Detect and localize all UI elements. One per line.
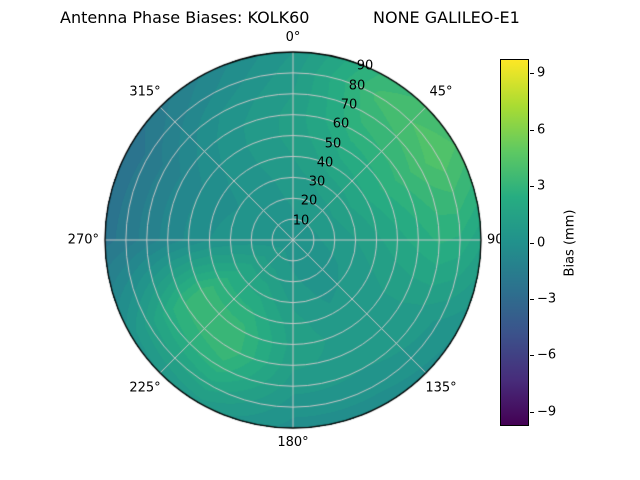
r-tick-label: 10 — [292, 213, 310, 229]
theta-tick-label: 0° — [285, 30, 301, 45]
theta-tick-label: 135° — [425, 380, 457, 396]
theta-tick-label: 90 — [487, 232, 504, 248]
r-tick-label: 20 — [300, 193, 318, 209]
colorbar — [500, 59, 529, 426]
colorbar-tick-label: 3 — [537, 178, 546, 194]
colorbar-tick-label: 0 — [537, 235, 546, 251]
colorbar-tick-label: −3 — [537, 291, 557, 307]
r-tick-label: 60 — [332, 116, 350, 132]
colorbar-axis-label: Bias (mm) — [562, 209, 578, 276]
theta-tick-label: 180° — [277, 435, 309, 450]
r-tick-label: 40 — [316, 155, 334, 171]
colorbar-tick-mark — [530, 355, 534, 356]
theta-tick-label: 315° — [129, 84, 161, 100]
colorbar-tick-label: 6 — [537, 122, 546, 138]
colorbar-tick-mark — [530, 186, 534, 187]
r-tick-label: 50 — [324, 136, 342, 152]
colorbar-tick-label: 9 — [537, 65, 546, 81]
r-tick-label: 70 — [340, 97, 358, 113]
r-tick-label: 90 — [356, 58, 374, 74]
colorbar-tick-label: −9 — [537, 404, 557, 420]
theta-tick-label: 225° — [129, 380, 161, 396]
colorbar-tick-mark — [530, 412, 534, 413]
colorbar-tick-mark — [530, 299, 534, 300]
theta-tick-label: 270° — [67, 232, 99, 248]
colorbar-tick-label: −6 — [537, 347, 557, 363]
colorbar-tick-mark — [530, 73, 534, 74]
theta-tick-label: 45° — [429, 84, 453, 100]
colorbar-tick-mark — [530, 243, 534, 244]
r-tick-label: 30 — [308, 174, 326, 190]
r-tick-label: 80 — [348, 78, 366, 94]
colorbar-tick-mark — [530, 130, 534, 131]
